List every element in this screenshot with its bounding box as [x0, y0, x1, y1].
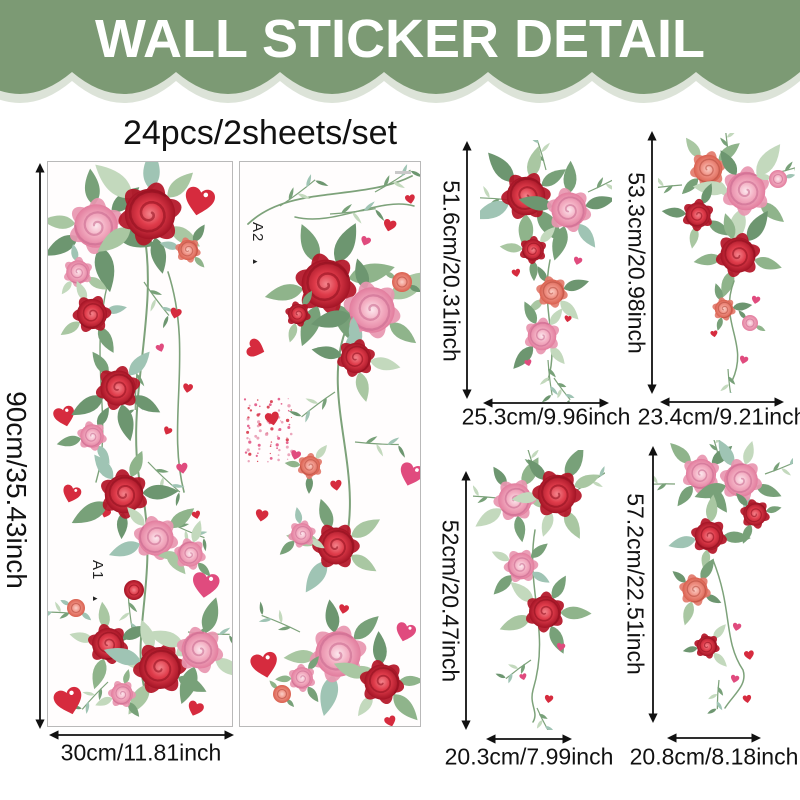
- sheet-height-dimension-arrow: [35, 163, 45, 729]
- arrangement-bottom-right-width-label: 20.8cm/8.18inch: [629, 743, 799, 770]
- arrangement-top-right-height-arrow: [647, 131, 657, 394]
- arrangement-top-left-height-label: 51.6cm/20.31inch: [438, 180, 465, 362]
- arrangement-bottom-right: [653, 440, 793, 718]
- arrangement-bottom-left-width-label: 20.3cm/7.99inch: [444, 743, 614, 770]
- arrangement-top-right-width-label: 23.4cm/9.21inch: [637, 403, 800, 430]
- arrangement-top-left-artwork: [480, 140, 612, 402]
- arrangement-bottom-right-width-arrow: [667, 733, 761, 743]
- arrangement-bottom-left-height-arrow: [461, 471, 471, 730]
- arrangement-bottom-left: [473, 450, 605, 730]
- arrangement-top-right-artwork: [658, 133, 795, 393]
- arrangement-top-left-width-label: 25.3cm/9.96inch: [461, 403, 631, 430]
- arrangement-bottom-right-artwork: [653, 440, 793, 714]
- header-banner: [0, 0, 800, 103]
- arrangement-bottom-right-height-arrow: [648, 446, 658, 723]
- sheet-height-label: 90cm/35.43inch: [1, 391, 32, 589]
- arrangement-bottom-left-width-arrow: [486, 734, 572, 744]
- sheet-2-tiny-code-mark: [395, 171, 411, 174]
- sheet-width-label: 30cm/11.81inch: [60, 739, 222, 766]
- arrangement-top-right: [658, 133, 795, 393]
- arrangement-bottom-right-height-label: 57.2cm/22.51inch: [622, 493, 649, 675]
- sheet-width-dimension-arrow: [49, 730, 234, 740]
- arrangement-bottom-left-height-label: 52cm/20.47inch: [437, 519, 464, 683]
- arrangement-top-right-height-label: 53.3cm/20.98inch: [623, 172, 650, 354]
- sheet-2-label: A2: [249, 222, 266, 243]
- sheet-1-label: A1: [89, 560, 106, 581]
- arrangement-bottom-left-artwork: [473, 450, 605, 730]
- sticker-sheet-2: A2 ▸: [239, 161, 421, 727]
- sheet-2-label-marker: ▸: [253, 256, 258, 266]
- arrangement-top-right-width-arrow: [660, 397, 784, 407]
- sheet-1-artwork: [48, 162, 232, 717]
- sticker-sheet-1: A1 ▸: [47, 161, 233, 727]
- arrangement-top-left: [480, 140, 612, 402]
- set-count-subtitle: 24pcs/2sheets/set: [122, 114, 398, 152]
- arrangement-top-left-width-arrow: [483, 398, 609, 408]
- page-title: WALL STICKER DETAIL: [95, 9, 705, 69]
- arrangement-top-left-height-arrow: [462, 141, 472, 399]
- sheet-1-label-marker: ▸: [93, 593, 98, 603]
- sheet-2-artwork: [243, 164, 420, 726]
